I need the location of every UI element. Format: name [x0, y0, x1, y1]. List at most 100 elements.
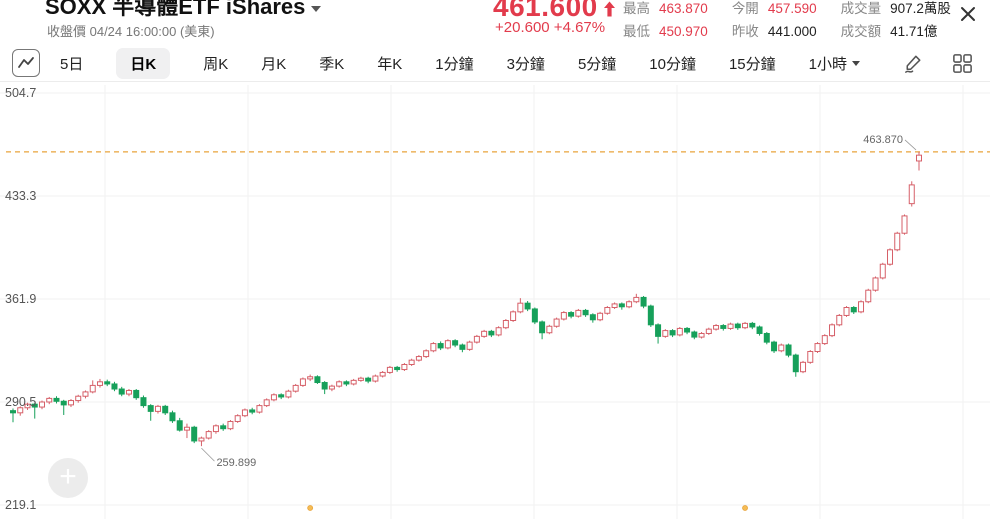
candle-body	[502, 319, 509, 329]
draw-pencil-icon[interactable]	[902, 52, 925, 75]
candle-body	[865, 289, 872, 303]
candle-body	[705, 328, 712, 334]
event-dot	[307, 505, 314, 511]
candlestick-chart[interactable]: 463.870 259.899 504.7 433.3 361.9 290.5 219.1	[0, 85, 990, 519]
last-price-value: 461.600	[493, 0, 598, 22]
candle-body	[365, 377, 372, 382]
candle-body	[778, 344, 785, 352]
candle-body	[713, 325, 720, 330]
high-annotation-line	[904, 139, 917, 151]
candle-body	[539, 321, 546, 334]
candle-body	[452, 340, 459, 346]
tab-5day[interactable]: 5日	[60, 55, 84, 73]
candle-body	[394, 366, 401, 371]
candle-body	[662, 330, 669, 337]
candle-body	[408, 359, 415, 365]
candle-body	[640, 296, 647, 307]
arrow-up-icon	[603, 1, 615, 17]
chart-style-button[interactable]	[12, 49, 40, 77]
candle-body	[763, 332, 770, 343]
candle-body	[96, 381, 103, 386]
tab-year-k[interactable]: 年K	[377, 55, 403, 73]
stat-high: 最高 463.870	[623, 1, 708, 16]
candle-body	[350, 379, 357, 385]
candle-body	[357, 377, 364, 381]
close-time-label: 收盤價 04/24 16:00:00 (美東)	[47, 24, 215, 39]
tab-week-k[interactable]: 周K	[203, 55, 229, 73]
candle-body	[67, 400, 74, 406]
candle-body	[698, 332, 705, 338]
candle-body	[684, 327, 691, 333]
candle-body	[821, 335, 828, 345]
candle-body	[597, 312, 604, 321]
layout-grid-icon[interactable]	[951, 52, 974, 75]
page-title[interactable]: SOXX 半導體ETF iShares	[45, 0, 322, 21]
candle-body	[604, 307, 611, 314]
stat-volume: 成交量 907.2萬股	[840, 1, 951, 16]
candle-body	[742, 322, 749, 329]
candle-body	[444, 340, 451, 349]
candle-body	[82, 391, 89, 397]
candle-body	[386, 366, 393, 373]
candle-body	[205, 431, 212, 439]
candle-body	[510, 311, 517, 321]
candle-body	[169, 412, 176, 422]
candle-body	[176, 420, 183, 431]
candle-body	[227, 420, 234, 430]
candle-body	[481, 330, 488, 337]
candle-body	[792, 354, 799, 373]
stat-prev-close: 昨收 441.000	[731, 24, 817, 39]
candle-body	[285, 390, 292, 398]
candle-body	[241, 409, 248, 417]
event-dot	[742, 505, 748, 511]
y-axis-label: 504.7	[5, 86, 36, 100]
tab-3min[interactable]: 3分鐘	[506, 55, 545, 73]
candle-body	[807, 351, 814, 363]
candle-body	[321, 382, 328, 390]
candle-body	[488, 330, 495, 336]
tab-1min[interactable]: 1分鐘	[435, 55, 474, 73]
candle-body	[379, 371, 386, 377]
candle-body	[154, 405, 161, 412]
tab-day-k[interactable]: 日K	[116, 47, 171, 79]
candle-body	[307, 376, 314, 380]
candle-body	[800, 361, 807, 373]
candle-body	[589, 314, 596, 321]
candle-body	[336, 381, 343, 387]
candle-body	[314, 376, 321, 384]
candle-body	[843, 307, 850, 316]
stats-grid: 最高 463.870 今開 457.590 成交量 907.2萬股 最低 450.970…	[623, 0, 951, 40]
stock-title-text: SOXX 半導體ETF iShares	[45, 0, 306, 19]
candle-body	[118, 388, 125, 395]
candle-body	[343, 381, 350, 385]
candle-body	[24, 403, 31, 409]
tab-quarter-k[interactable]: 季K	[319, 55, 345, 73]
candle-body	[626, 301, 633, 308]
header: SOXX 半導體ETF iShares 收盤價 04/24 16:00:00 (…	[0, 0, 990, 44]
candle-body	[212, 425, 219, 433]
candle-body	[829, 324, 836, 337]
tab-5min[interactable]: 5分鐘	[577, 55, 617, 73]
close-icon[interactable]	[958, 4, 978, 24]
candle-body	[611, 303, 618, 309]
candle-body	[220, 425, 227, 430]
candle-body	[814, 343, 821, 353]
tab-15min[interactable]: 15分鐘	[728, 55, 776, 73]
chevron-down-icon	[852, 60, 860, 66]
candle-body	[415, 356, 422, 361]
candle-body	[89, 384, 96, 393]
candle-body	[140, 397, 147, 407]
candle-body	[691, 331, 698, 338]
candle-body	[104, 381, 111, 385]
candle-body	[916, 154, 922, 162]
candle-body	[270, 394, 277, 401]
tab-10min[interactable]: 10分鐘	[649, 55, 696, 73]
candle-body	[618, 303, 625, 308]
candle-body	[423, 350, 430, 358]
tab-month-k[interactable]: 月K	[261, 55, 287, 73]
add-button[interactable]: +	[48, 458, 88, 498]
candle-body	[60, 400, 67, 406]
candle-body	[495, 327, 502, 336]
price-change: +20.600 +4.67%	[495, 19, 606, 36]
tab-1hour[interactable]: 1小時	[809, 48, 860, 79]
